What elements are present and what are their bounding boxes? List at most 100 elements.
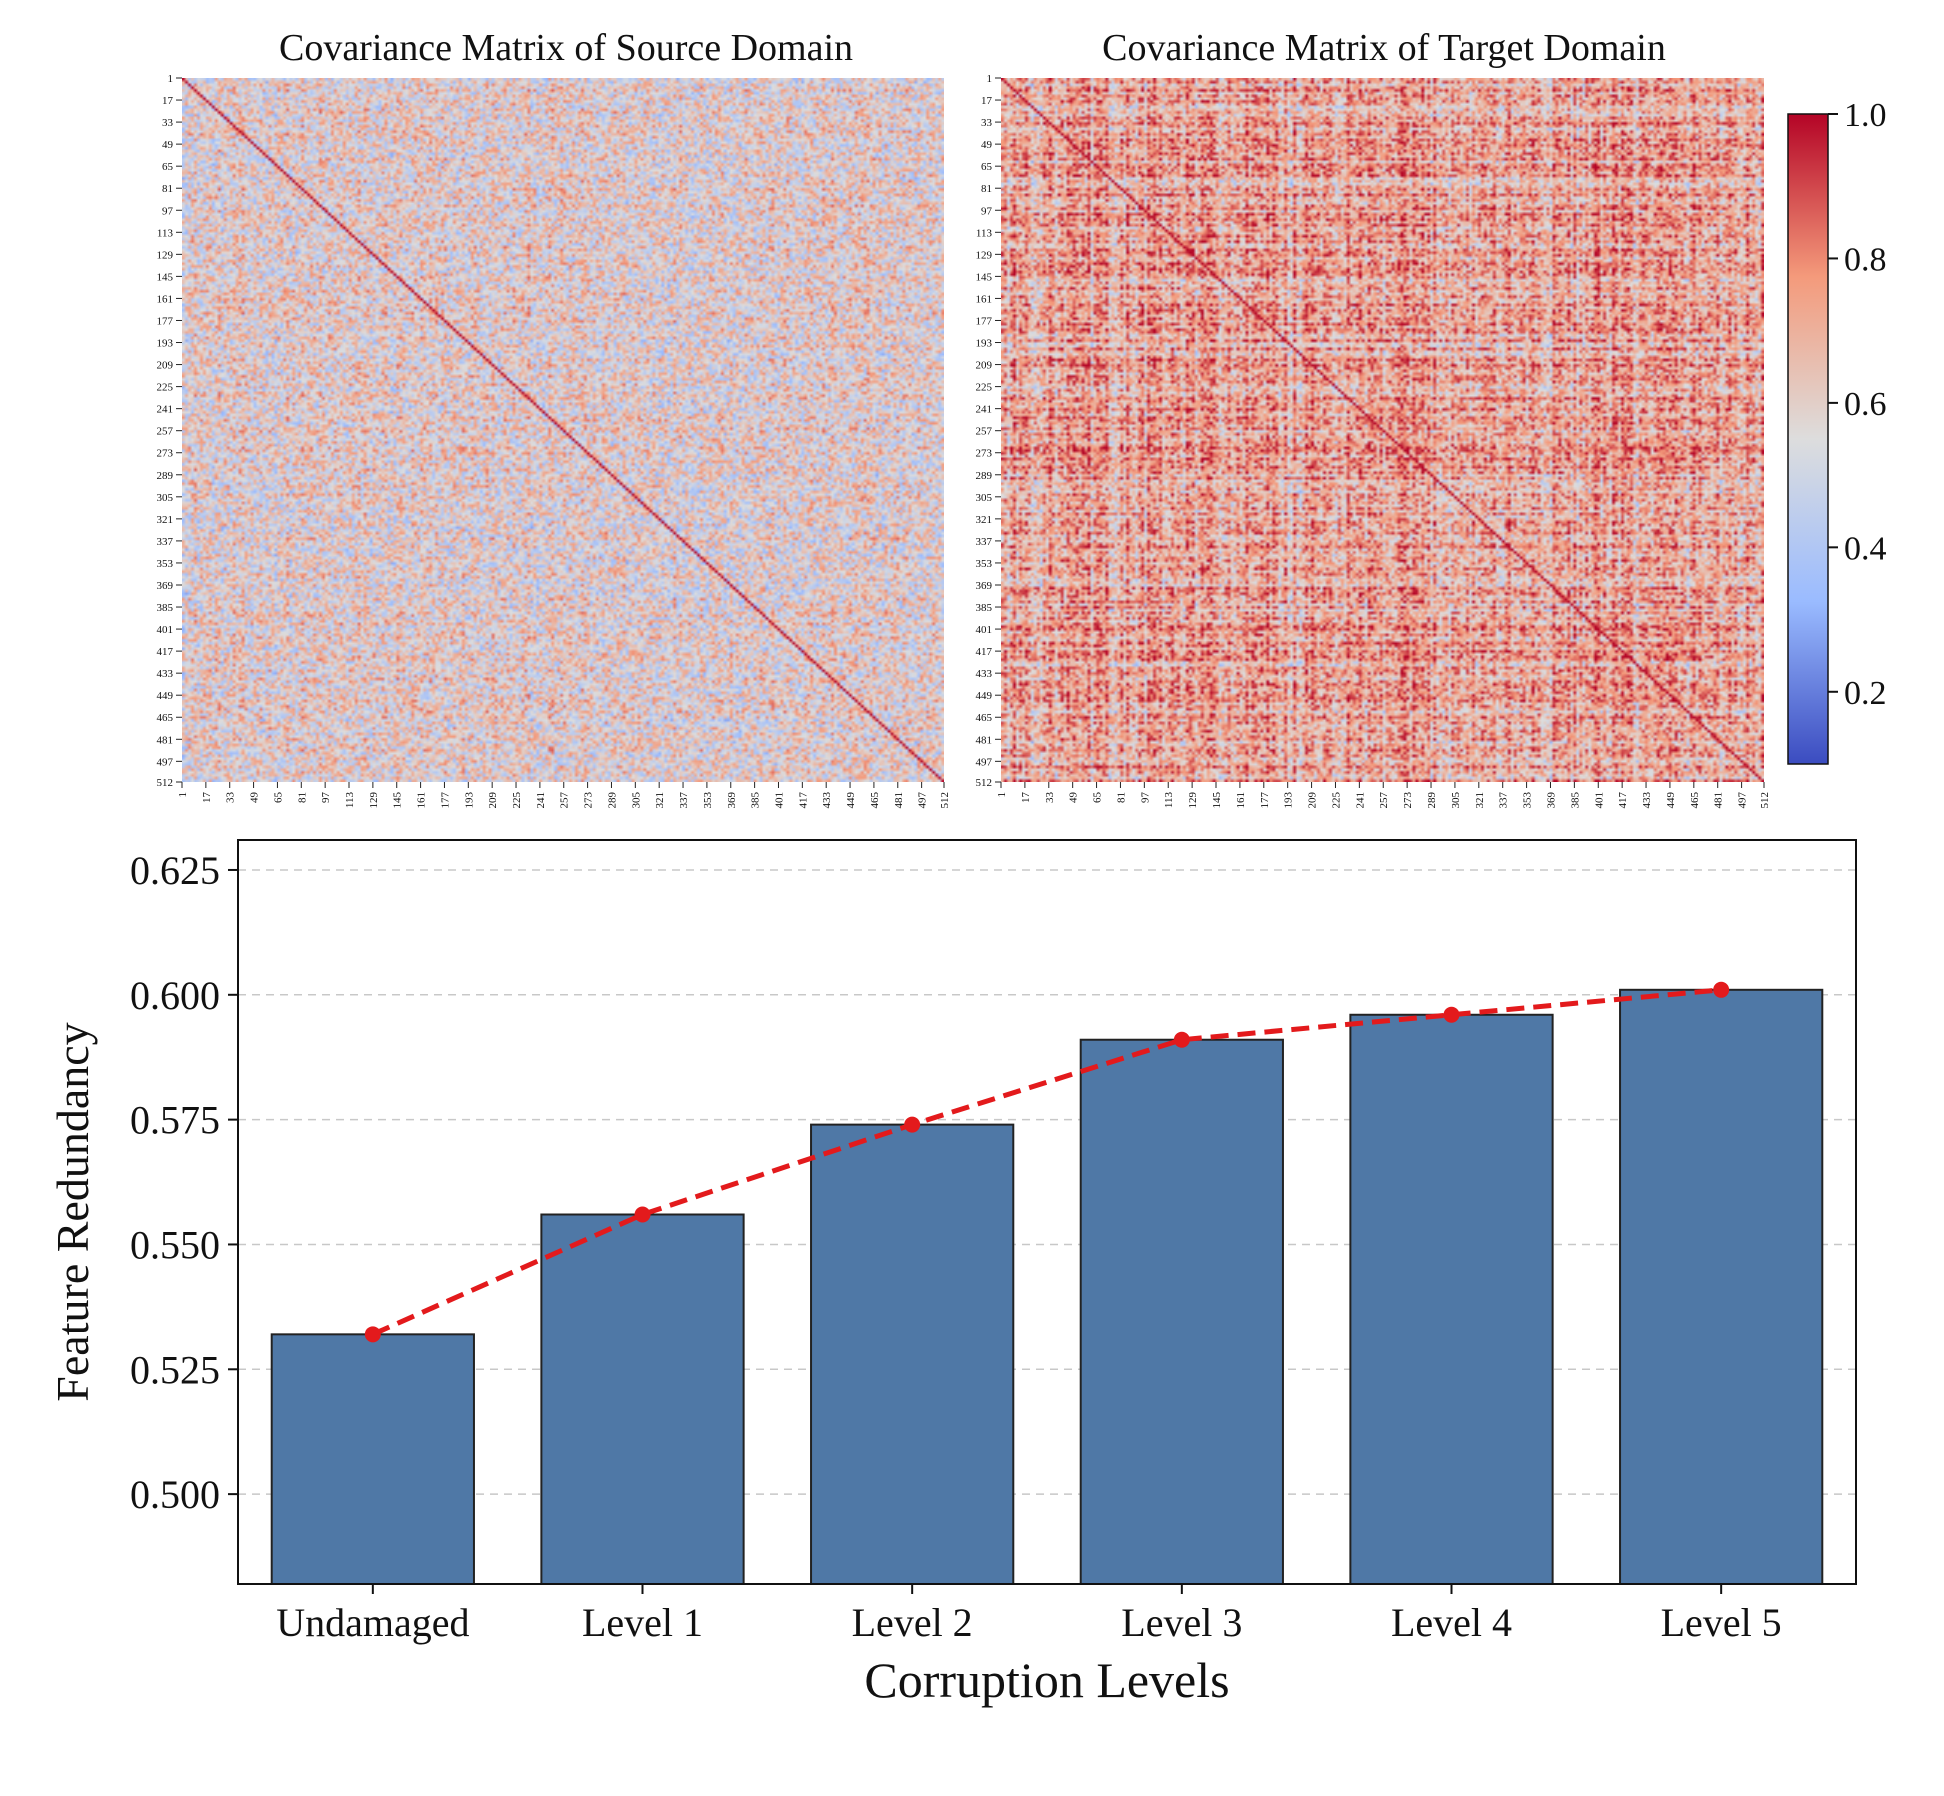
heatmap-x-tick-label: 209 — [1307, 792, 1319, 809]
heatmap-x-tick-label: 465 — [869, 792, 881, 809]
heatmap-x-tick-label: 113 — [344, 792, 356, 809]
heatmap-x-tick-label: 433 — [1641, 792, 1653, 809]
heatmap-y-tick-label: 209 — [157, 360, 174, 372]
heatmap-x-tick-label: 193 — [1283, 792, 1295, 809]
x-tick-label: Level 3 — [1121, 1600, 1242, 1645]
heatmap-y-tick-label: 369 — [976, 580, 993, 592]
bar — [810, 1123, 1015, 1585]
heatmap-x-tick-label: 17 — [1020, 792, 1032, 804]
x-axis-label: Corruption Levels — [864, 1652, 1229, 1708]
heatmap-x-tick-label: 497 — [917, 792, 929, 809]
heatmap-y-tick-label: 17 — [162, 95, 174, 107]
bar-chart-x-ticks: Undamaged Level 1 Level 2 Level 3 Level 4 Lev… — [276, 1584, 1782, 1645]
x-tick-label: Level 5 — [1661, 1600, 1782, 1645]
colorbar-tick-label: 0.2 — [1844, 675, 1887, 712]
bar-chart-gridlines — [238, 869, 1856, 1495]
heatmap-x-tick-label: 321 — [654, 792, 666, 809]
heatmap-x-tick-label: 161 — [416, 792, 428, 809]
heatmap-y-tick-label: 512 — [157, 777, 174, 789]
heatmap-x-tick-label: 241 — [535, 792, 547, 809]
target-heatmap-ticks: 1 1 17 17 33 33 49 49 65 65 81 81 97 97 113 113 129 129 14… — [976, 73, 1772, 809]
heatmap-y-tick-label: 273 — [157, 448, 174, 460]
heatmap-x-tick-label: 1 — [177, 792, 189, 798]
heatmap-y-tick-label: 1 — [168, 73, 174, 85]
heatmap-y-tick-label: 321 — [976, 514, 993, 526]
source-heatmap-ticks: 1 1 17 17 33 33 49 49 65 65 81 81 97 97 113 113 129 129 14… — [157, 73, 952, 809]
heatmap-y-tick-label: 241 — [976, 404, 993, 416]
trend-point — [1713, 981, 1730, 998]
heatmap-y-tick-label: 465 — [157, 712, 174, 724]
heatmap-x-tick-label: 401 — [773, 792, 785, 809]
heatmap-x-tick-label: 241 — [1354, 792, 1366, 809]
heatmap-x-tick-label: 209 — [487, 792, 499, 809]
heatmap-y-tick-label: 449 — [157, 690, 174, 702]
bar — [1349, 1013, 1554, 1585]
x-tick-label: Level 1 — [582, 1600, 703, 1645]
heatmap-x-tick-label: 337 — [1498, 792, 1510, 809]
heatmap-y-tick-label: 353 — [976, 558, 993, 570]
heatmap-y-tick-label: 433 — [157, 668, 174, 680]
trend-point — [1443, 1006, 1460, 1023]
heatmap-y-tick-label: 289 — [976, 470, 993, 482]
colorbar-ticks: 0.2 0.4 0.6 0.8 1.0 — [1828, 97, 1887, 712]
heatmap-y-tick-label: 401 — [976, 624, 993, 636]
bar — [1079, 1038, 1284, 1585]
heatmap-y-tick-label: 225 — [976, 382, 993, 394]
y-tick-label: 0.625 — [130, 848, 220, 893]
heatmap-y-tick-label: 225 — [157, 382, 174, 394]
source-heatmap-title: Covariance Matrix of Source Domain — [279, 27, 853, 69]
heatmap-x-tick-label: 385 — [750, 792, 762, 809]
colorbar: 0.2 0.4 0.6 0.8 1.0 — [1787, 97, 1887, 765]
heatmap-x-tick-label: 145 — [392, 792, 404, 809]
heatmap-y-tick-label: 97 — [981, 205, 993, 217]
heatmap-y-tick-label: 337 — [157, 536, 174, 548]
heatmap-x-tick-label: 113 — [1163, 792, 1175, 809]
x-tick-label: Level 4 — [1391, 1600, 1512, 1645]
heatmap-x-tick-label: 33 — [1044, 792, 1056, 804]
colorbar-tick-label: 0.4 — [1844, 530, 1887, 567]
bar-chart-bars — [270, 988, 1824, 1586]
heatmap-x-tick-label: 65 — [272, 792, 284, 804]
colorbar-tick-label: 1.0 — [1844, 97, 1887, 134]
heatmap-y-tick-label: 417 — [157, 646, 174, 658]
heatmap-y-tick-label: 65 — [981, 161, 993, 173]
heatmap-y-tick-label: 369 — [157, 580, 174, 592]
heatmap-y-tick-label: 385 — [976, 602, 993, 614]
heatmap-y-tick-label: 209 — [976, 360, 993, 372]
source-heatmap-image — [182, 78, 944, 782]
heatmap-y-tick-label: 1 — [987, 73, 993, 85]
heatmap-x-tick-label: 481 — [893, 792, 905, 809]
bar — [1619, 988, 1824, 1585]
heatmap-y-tick-label: 49 — [981, 139, 993, 151]
heatmap-y-tick-label: 401 — [157, 624, 174, 636]
heatmap-x-tick-label: 497 — [1737, 792, 1749, 809]
heatmap-y-tick-label: 113 — [976, 227, 993, 239]
trend-point — [904, 1116, 921, 1133]
target-heatmap-panel: Covariance Matrix of Target Domain 11171… — [976, 27, 1772, 809]
heatmap-x-tick-label: 129 — [368, 792, 380, 809]
heatmap-x-tick-label: 449 — [845, 792, 857, 809]
heatmap-y-tick-label: 129 — [157, 249, 174, 261]
heatmap-x-tick-label: 65 — [1092, 792, 1104, 804]
heatmap-x-tick-label: 321 — [1474, 792, 1486, 809]
x-tick-label: Undamaged — [276, 1600, 469, 1645]
heatmap-x-tick-label: 289 — [1426, 792, 1438, 809]
heatmap-y-tick-label: 113 — [157, 227, 174, 239]
heatmap-x-tick-label: 97 — [320, 792, 332, 804]
trend-points — [364, 981, 1730, 1343]
heatmap-y-tick-label: 497 — [976, 756, 993, 768]
heatmap-x-tick-label: 177 — [1259, 792, 1271, 809]
heatmap-x-tick-label: 97 — [1139, 792, 1151, 804]
trend-point — [634, 1206, 651, 1223]
heatmap-x-tick-label: 417 — [1617, 792, 1629, 809]
heatmap-x-tick-label: 225 — [511, 792, 523, 809]
heatmap-y-tick-label: 193 — [976, 338, 993, 350]
heatmap-y-tick-label: 49 — [162, 139, 174, 151]
colorbar-tick-label: 0.6 — [1844, 386, 1887, 423]
heatmap-y-tick-label: 257 — [157, 426, 174, 438]
heatmap-x-tick-label: 385 — [1569, 792, 1581, 809]
heatmap-y-tick-label: 161 — [157, 293, 174, 305]
heatmap-y-tick-label: 129 — [976, 249, 993, 261]
heatmap-y-tick-label: 81 — [981, 183, 992, 195]
heatmap-x-tick-label: 465 — [1689, 792, 1701, 809]
